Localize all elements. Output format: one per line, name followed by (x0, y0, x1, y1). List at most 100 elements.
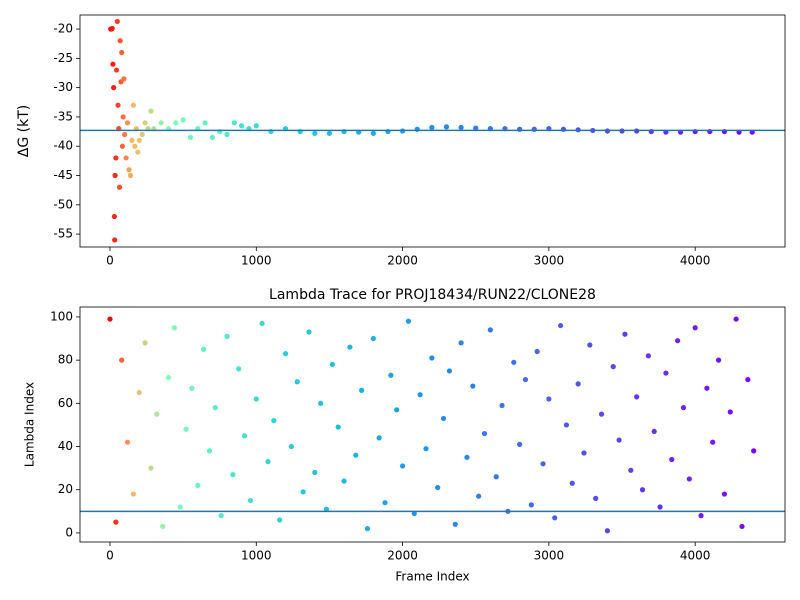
data-point (318, 400, 324, 406)
data-point (481, 430, 488, 437)
data-point (692, 325, 698, 331)
data-point (598, 411, 605, 417)
data-point (212, 405, 218, 411)
data-point (335, 424, 341, 430)
data-point (288, 443, 294, 450)
data-point (239, 123, 245, 129)
data-point (113, 155, 119, 161)
data-point (130, 102, 136, 108)
y-tick-label: -50 (53, 197, 73, 211)
data-point (710, 439, 716, 445)
data-point (306, 329, 312, 335)
data-point (405, 318, 412, 324)
data-point (130, 491, 136, 497)
data-point (115, 102, 121, 108)
data-point (721, 491, 728, 497)
y-tick-label: -35 (53, 109, 73, 123)
y-tick-label: -20 (53, 22, 73, 36)
data-point (277, 517, 283, 523)
data-point (359, 387, 365, 393)
data-point (136, 137, 142, 143)
data-point (142, 120, 148, 126)
data-point (370, 130, 376, 136)
data-point (294, 379, 300, 385)
data-point (499, 402, 505, 409)
data-point (458, 340, 464, 346)
data-point (165, 374, 172, 381)
data-point (651, 428, 657, 435)
data-point (329, 361, 335, 368)
data-point (206, 448, 213, 454)
data-point (148, 465, 154, 471)
data-point (171, 325, 177, 331)
data-point (132, 143, 138, 149)
data-point (124, 439, 131, 445)
data-point (142, 340, 148, 346)
data-point (639, 487, 646, 493)
data-point (751, 448, 757, 454)
data-point (177, 504, 183, 510)
data-point (587, 342, 593, 348)
x-tick-label: 3000 (534, 254, 565, 268)
data-point (323, 506, 330, 512)
data-point (353, 452, 359, 458)
data-point (173, 120, 179, 126)
x-tick-label: 2000 (387, 254, 418, 268)
y-tick-label: 60 (58, 396, 73, 410)
x-tick-label: 4000 (680, 549, 711, 563)
y-tick-label: 20 (58, 482, 73, 496)
x-tick-label: 2000 (387, 549, 418, 563)
y-tick-label: -25 (53, 51, 73, 65)
data-point (458, 124, 464, 131)
data-point (423, 446, 429, 452)
data-point (189, 385, 195, 391)
data-point (218, 513, 224, 519)
data-point (136, 389, 142, 396)
data-point (135, 149, 141, 155)
data-point (452, 521, 458, 527)
axes-frame (79, 14, 786, 248)
data-point (160, 523, 166, 530)
data-point (120, 114, 126, 120)
data-point (534, 348, 540, 355)
data-point (399, 463, 406, 469)
data-point (282, 351, 289, 357)
data-point (528, 502, 534, 508)
y-axis-label: Lambda Index (23, 382, 37, 467)
data-point (113, 519, 119, 525)
data-point (247, 497, 254, 504)
data-point (669, 456, 675, 463)
data-point (119, 49, 125, 56)
data-point (236, 366, 242, 372)
data-point (680, 405, 687, 411)
data-point (563, 422, 570, 428)
data-point (493, 474, 499, 480)
data-point (473, 125, 479, 131)
data-point (113, 67, 120, 73)
data-point (326, 130, 333, 136)
data-point (241, 433, 248, 439)
data-point (593, 495, 599, 501)
data-point (271, 418, 277, 424)
data-point (522, 376, 529, 383)
data-point (610, 364, 616, 370)
data-point (446, 368, 452, 374)
data-point (259, 320, 265, 327)
data-point (111, 85, 117, 91)
data-point (370, 335, 376, 342)
data-point (511, 359, 517, 365)
x-axis-label: Frame Index (395, 570, 469, 584)
data-point (126, 167, 132, 173)
x-tick-label: 3000 (534, 549, 565, 563)
data-point (124, 120, 131, 126)
data-point (575, 381, 581, 387)
axes-frame (79, 306, 786, 543)
y-tick-label: 80 (58, 353, 73, 367)
chart-title: Lambda Trace for PROJ18434/RUN22/CLONE28 (269, 287, 596, 303)
data-point (187, 134, 194, 141)
data-point (394, 407, 400, 413)
data-point (112, 237, 118, 243)
x-tick-label: 0 (106, 549, 114, 563)
data-point (382, 500, 388, 506)
